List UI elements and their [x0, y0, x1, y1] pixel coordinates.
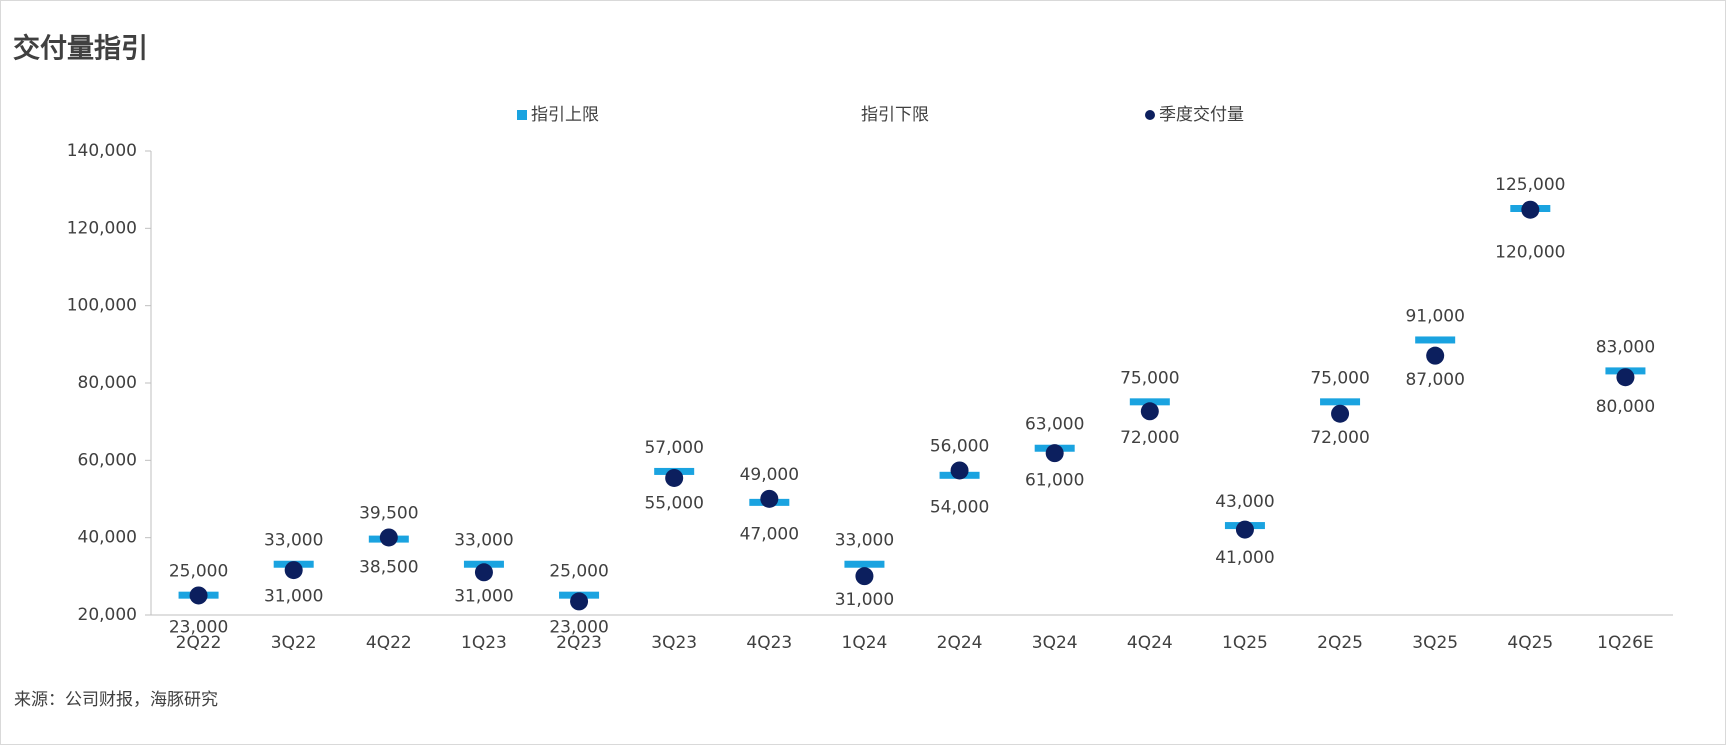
value-label: 75,000	[1310, 368, 1369, 388]
delivery-dot	[1140, 402, 1159, 421]
value-label: 91,000	[1405, 306, 1464, 326]
value-label: 56,000	[930, 436, 989, 456]
delivery-dot	[474, 563, 493, 582]
value-label: 120,000	[1495, 242, 1565, 262]
value-label: 72,000	[1310, 428, 1369, 448]
value-label: 63,000	[1025, 415, 1084, 435]
x-tick-label: 4Q25	[1507, 633, 1553, 653]
value-label: 61,000	[1025, 470, 1084, 490]
y-tick-label: 80,000	[78, 373, 137, 393]
value-label: 49,000	[740, 465, 799, 485]
value-label: 31,000	[264, 586, 323, 606]
legend-label: 季度交付量	[1159, 105, 1244, 125]
x-tick-label: 2Q24	[937, 633, 983, 653]
value-label: 33,000	[454, 531, 513, 551]
x-tick-label: 4Q23	[746, 633, 792, 653]
chart-title: 交付量指引	[13, 33, 148, 65]
legend-label: 指引下限	[861, 105, 929, 125]
guidance-upper	[1320, 398, 1361, 406]
y-tick-label: 140,000	[67, 141, 137, 161]
x-tick-label: 4Q22	[366, 633, 412, 653]
value-label: 33,000	[264, 531, 323, 551]
value-label: 47,000	[740, 525, 799, 545]
value-label: 23,000	[549, 617, 608, 637]
legend-label: 指引上限	[531, 105, 599, 125]
x-tick-label: 2Q22	[176, 633, 222, 653]
guidance-upper	[844, 560, 885, 568]
value-label: 125,000	[1495, 175, 1565, 195]
y-tick-label: 120,000	[67, 218, 137, 238]
value-label: 38,500	[359, 557, 418, 577]
guidance-upper	[1415, 336, 1456, 344]
y-tick-label: 60,000	[78, 450, 137, 470]
x-tick-label: 1Q26E	[1597, 633, 1654, 653]
y-tick-label: 40,000	[78, 528, 137, 548]
x-tick-label: 4Q24	[1127, 633, 1173, 653]
delivery-dot	[1426, 346, 1445, 365]
delivery-dot	[760, 489, 779, 508]
delivery-dot	[1616, 368, 1635, 387]
y-tick-label: 20,000	[78, 605, 137, 625]
value-label: 57,000	[644, 438, 703, 458]
guidance-upper	[1129, 398, 1170, 406]
value-label: 87,000	[1405, 370, 1464, 390]
value-label: 43,000	[1215, 492, 1274, 512]
value-label: 31,000	[454, 586, 513, 606]
x-tick-label: 3Q24	[1032, 633, 1078, 653]
value-label: 72,000	[1120, 428, 1179, 448]
x-tick-label: 3Q22	[271, 633, 317, 653]
value-label: 54,000	[930, 498, 989, 518]
delivery-dot	[1235, 520, 1254, 539]
delivery-dot	[189, 586, 208, 605]
value-label: 80,000	[1596, 397, 1655, 417]
legend-swatch	[1145, 110, 1155, 120]
delivery-dot	[665, 468, 684, 487]
delivery-dot	[1045, 444, 1064, 463]
x-tick-label: 3Q25	[1412, 633, 1458, 653]
value-label: 39,500	[359, 503, 418, 523]
x-tick-label: 3Q23	[651, 633, 697, 653]
x-tick-label: 1Q24	[842, 633, 888, 653]
value-label: 23,000	[169, 617, 228, 637]
x-tick-label: 1Q25	[1222, 633, 1268, 653]
legend-swatch	[517, 110, 527, 120]
y-tick-label: 100,000	[67, 296, 137, 316]
delivery-dot	[379, 528, 398, 547]
delivery-dot	[1521, 200, 1540, 219]
value-label: 55,000	[644, 494, 703, 514]
value-label: 83,000	[1596, 337, 1655, 357]
delivery-dot	[950, 461, 969, 480]
source-note: 来源：公司财报，海豚研究	[14, 690, 218, 710]
value-label: 41,000	[1215, 548, 1274, 568]
x-tick-label: 2Q25	[1317, 633, 1363, 653]
delivery-dot	[1331, 404, 1350, 423]
x-tick-label: 2Q23	[556, 633, 602, 653]
delivery-dot	[570, 592, 589, 611]
delivery-dot	[284, 561, 303, 580]
value-label: 31,000	[835, 590, 894, 610]
value-label: 25,000	[169, 561, 228, 581]
value-label: 33,000	[835, 531, 894, 551]
value-label: 75,000	[1120, 368, 1179, 388]
value-label: 25,000	[549, 562, 608, 582]
delivery-dot	[855, 567, 874, 586]
x-tick-label: 1Q23	[461, 633, 507, 653]
